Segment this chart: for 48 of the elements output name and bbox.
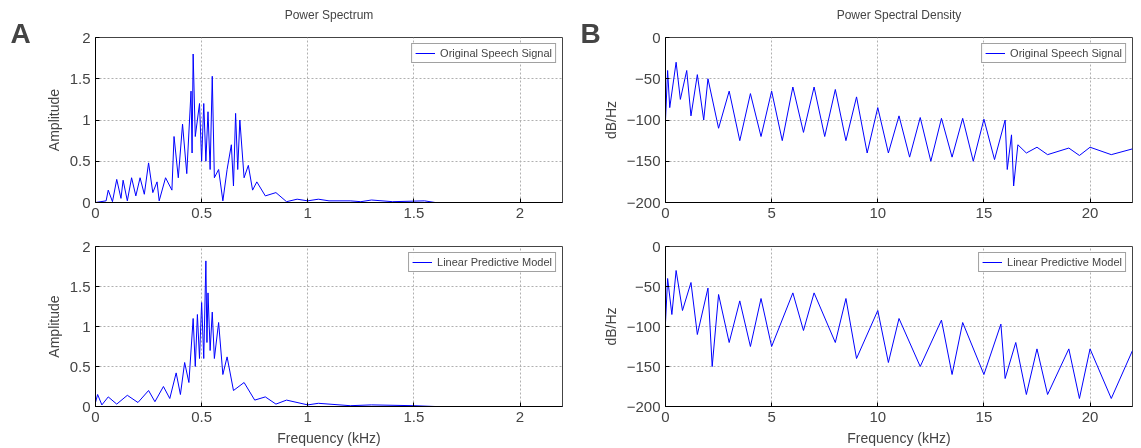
y-tick-label: −100	[626, 111, 661, 128]
legend-label: Linear Predictive Model	[437, 256, 552, 268]
y-tick-label: 0.5	[69, 357, 91, 375]
x-tick-label: 5	[767, 203, 776, 221]
x-tick-label: 5	[767, 407, 776, 425]
chart-title: Power Spectrum	[284, 7, 374, 22]
y-tick-label: −100	[626, 317, 661, 335]
x-tick-label: 15	[975, 407, 993, 425]
y-tick-label: 2	[82, 237, 91, 255]
y-tick-label: −200	[626, 193, 661, 211]
legend-label: Original Speech Signal	[1010, 47, 1122, 59]
y-tick-label: −150	[626, 152, 661, 170]
y-tick-label: −50	[635, 277, 661, 295]
x-tick-label: 0.5	[191, 407, 213, 425]
x-tick-label: 0.5	[191, 203, 213, 221]
text: B	[580, 17, 601, 49]
x-tick-label: 10	[869, 203, 887, 221]
text: A	[10, 17, 31, 49]
y-tick-label: 1	[82, 317, 91, 335]
y-axis-title: Amplitude	[45, 295, 62, 358]
legend-label: Linear Predictive Model	[1007, 256, 1122, 268]
x-tick-label: 20	[1081, 203, 1099, 221]
x-tick-label: 1.5	[403, 407, 425, 425]
y-tick-label: 2	[82, 28, 91, 46]
y-tick-label: 0	[652, 237, 661, 255]
y-tick-label: −50	[635, 69, 661, 87]
x-axis-title: Frequency (kHz)	[277, 429, 381, 446]
x-tick-label: 2	[515, 407, 525, 425]
y-tick-label: −150	[626, 357, 661, 375]
y-tick-label: 1.5	[69, 277, 91, 295]
x-tick-label: 1	[303, 407, 312, 425]
y-tick-label: 1.5	[69, 69, 91, 87]
y-tick-label: 0	[652, 28, 661, 46]
x-tick-label: 15	[975, 203, 993, 221]
legend-label: Original Speech Signal	[440, 47, 552, 59]
x-axis-title: Frequency (kHz)	[847, 429, 951, 446]
y-tick-label: −200	[626, 397, 661, 415]
x-tick-label: 10	[869, 407, 887, 425]
x-tick-label: 1.5	[403, 203, 425, 221]
y-axis-title: dB/Hz	[602, 307, 619, 346]
y-axis-title: Amplitude	[45, 88, 62, 152]
x-tick-label: 1	[303, 203, 312, 221]
x-tick-label: 20	[1081, 407, 1099, 425]
x-tick-label: 2	[515, 203, 525, 221]
y-tick-label: 1	[82, 111, 91, 128]
y-tick-label: 0.5	[69, 152, 91, 170]
chart-title: Power Spectral Density	[836, 7, 962, 22]
y-axis-title: dB/Hz	[602, 100, 619, 140]
